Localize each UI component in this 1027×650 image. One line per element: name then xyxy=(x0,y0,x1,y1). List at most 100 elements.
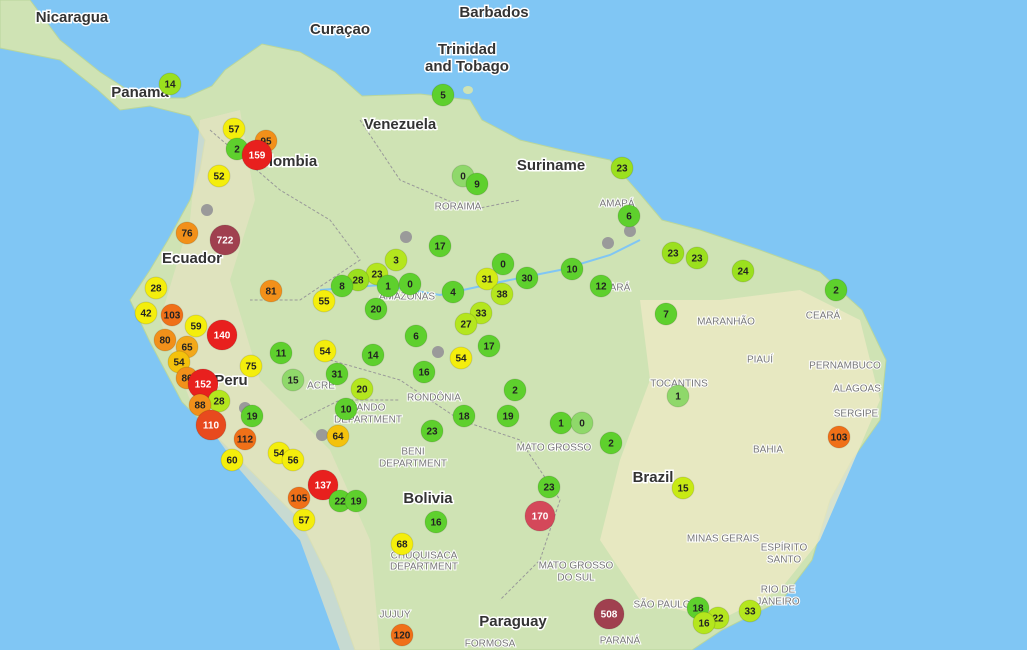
station-dot[interactable] xyxy=(209,224,241,256)
station-dot[interactable] xyxy=(654,302,678,326)
station-marker[interactable]: 19 xyxy=(240,404,264,428)
station-dot[interactable] xyxy=(281,448,305,472)
station-dot[interactable] xyxy=(570,411,594,435)
station-marker[interactable]: 4 xyxy=(441,280,465,304)
station-marker[interactable]: 16 xyxy=(424,510,448,534)
station-dot[interactable] xyxy=(671,476,695,500)
station-dot[interactable] xyxy=(431,83,455,107)
station-marker[interactable]: 120 xyxy=(390,623,414,647)
station-dot[interactable] xyxy=(241,139,273,171)
station-dot[interactable] xyxy=(233,427,257,451)
station-dot[interactable] xyxy=(617,204,641,228)
station-dot[interactable] xyxy=(398,272,422,296)
station-dot[interactable] xyxy=(589,274,613,298)
station-dot[interactable] xyxy=(738,599,762,623)
station-dot[interactable] xyxy=(144,276,168,300)
station-dot[interactable] xyxy=(496,404,520,428)
station-marker[interactable]: 7 xyxy=(654,302,678,326)
station-marker[interactable]: 170 xyxy=(524,500,556,532)
station-dot[interactable] xyxy=(184,314,208,338)
station-dot[interactable] xyxy=(490,282,514,306)
station-marker[interactable]: 15 xyxy=(671,476,695,500)
station-marker[interactable]: 33 xyxy=(738,599,762,623)
station-marker[interactable]: 28 xyxy=(207,389,231,413)
station-dot[interactable] xyxy=(376,274,400,298)
station-marker[interactable]: 15 xyxy=(281,368,305,392)
station-dot[interactable] xyxy=(361,343,385,367)
station-marker[interactable]: 28 xyxy=(144,276,168,300)
station-dot[interactable] xyxy=(824,278,848,302)
station-marker[interactable]: 137 xyxy=(307,469,339,501)
station-dot[interactable] xyxy=(158,72,182,96)
station-dot[interactable] xyxy=(599,431,623,455)
station-marker[interactable]: 1 xyxy=(666,384,690,408)
station-marker[interactable]: 5 xyxy=(431,83,455,107)
station-marker[interactable]: 16 xyxy=(692,611,716,635)
station-marker[interactable]: 140 xyxy=(206,319,238,351)
station-marker[interactable]: 14 xyxy=(158,72,182,96)
station-marker[interactable]: 6 xyxy=(617,204,641,228)
station-dot[interactable] xyxy=(334,397,358,421)
station-dot[interactable] xyxy=(207,164,231,188)
station-dot[interactable] xyxy=(420,419,444,443)
station-marker[interactable]: 54 xyxy=(449,346,473,370)
station-marker[interactable]: 508 xyxy=(593,598,625,630)
station-marker[interactable]: 88 xyxy=(188,393,212,417)
station-marker[interactable]: 103 xyxy=(160,303,184,327)
station-marker[interactable]: 6 xyxy=(404,324,428,348)
station-dot[interactable] xyxy=(503,378,527,402)
station-marker[interactable]: 17 xyxy=(477,334,501,358)
station-dot[interactable] xyxy=(160,303,184,327)
station-marker[interactable]: 2 xyxy=(824,278,848,302)
station-dot[interactable] xyxy=(610,156,634,180)
station-dot[interactable] xyxy=(452,404,476,428)
station-dot[interactable] xyxy=(206,319,238,351)
station-marker[interactable]: 31 xyxy=(325,362,349,386)
station-dot[interactable] xyxy=(307,469,339,501)
station-marker[interactable]: 20 xyxy=(350,377,374,401)
station-dot[interactable] xyxy=(424,510,448,534)
station-marker[interactable]: 23 xyxy=(420,419,444,443)
station-dot[interactable] xyxy=(465,172,489,196)
station-marker[interactable]: 0 xyxy=(398,272,422,296)
station-marker[interactable]: 105 xyxy=(287,486,311,510)
station-marker[interactable]: 30 xyxy=(515,266,539,290)
station-marker[interactable]: 64 xyxy=(326,424,350,448)
station-dot[interactable] xyxy=(477,334,501,358)
station-marker[interactable]: 57 xyxy=(222,117,246,141)
station-dot[interactable] xyxy=(281,368,305,392)
station-dot[interactable] xyxy=(153,328,177,352)
station-marker[interactable]: 10 xyxy=(560,257,584,281)
station-dot[interactable] xyxy=(134,301,158,325)
station-dot[interactable] xyxy=(344,489,368,513)
station-dot[interactable] xyxy=(475,267,499,291)
station-marker[interactable]: 27 xyxy=(454,312,478,336)
station-dot[interactable] xyxy=(491,252,515,276)
station-marker[interactable]: 55 xyxy=(312,289,336,313)
station-dot[interactable] xyxy=(326,424,350,448)
station-dot[interactable] xyxy=(287,486,311,510)
station-marker[interactable]: 76 xyxy=(175,221,199,245)
station-dot[interactable] xyxy=(537,475,561,499)
station-marker[interactable]: 17 xyxy=(428,234,452,258)
station-dot[interactable] xyxy=(259,279,283,303)
station-marker[interactable]: 19 xyxy=(496,404,520,428)
station-marker[interactable]: 54 xyxy=(313,339,337,363)
station-dot[interactable] xyxy=(239,354,263,378)
station-dot[interactable] xyxy=(449,346,473,370)
station-marker[interactable]: 31 xyxy=(475,267,499,291)
station-marker[interactable]: 3 xyxy=(384,248,408,272)
station-marker[interactable]: 10 xyxy=(334,397,358,421)
station-dot[interactable] xyxy=(524,500,556,532)
station-marker[interactable]: 23 xyxy=(661,241,685,265)
station-dot[interactable] xyxy=(412,360,436,384)
station-dot[interactable] xyxy=(269,341,293,365)
station-dot[interactable] xyxy=(454,312,478,336)
station-marker[interactable]: 80 xyxy=(153,328,177,352)
station-marker[interactable]: 14 xyxy=(361,343,385,367)
station-dot[interactable] xyxy=(384,248,408,272)
station-marker[interactable]: 81 xyxy=(259,279,283,303)
station-marker[interactable]: 24 xyxy=(731,259,755,283)
station-dot[interactable] xyxy=(292,508,316,532)
station-marker[interactable]: 19 xyxy=(344,489,368,513)
